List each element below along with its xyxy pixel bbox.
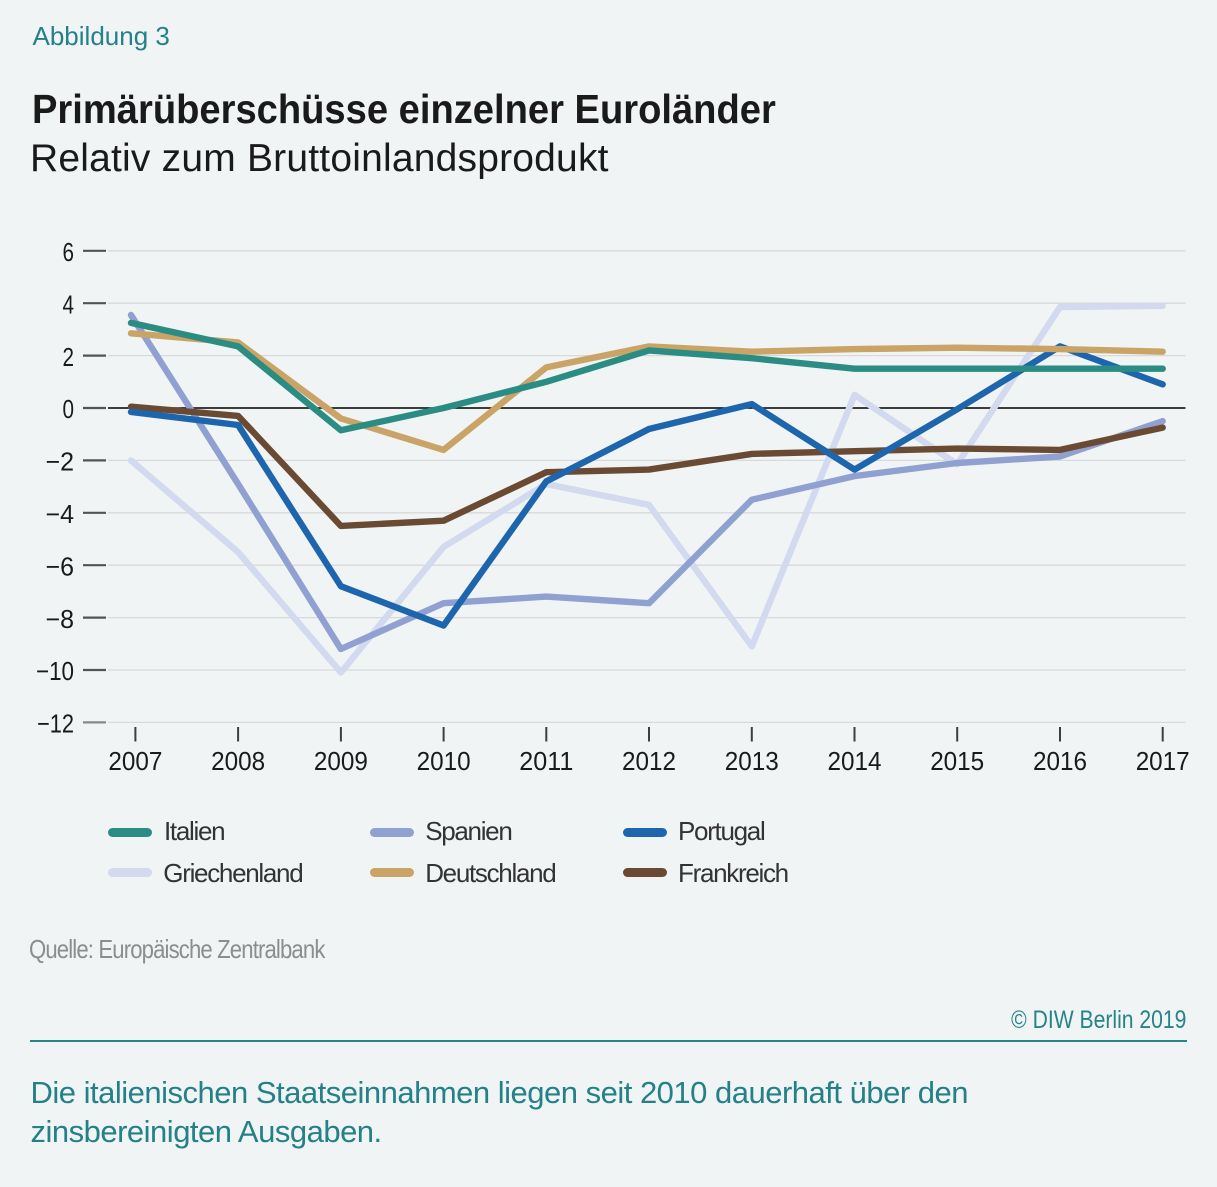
svg-text:−12: −12 (37, 709, 74, 739)
svg-text:2: 2 (63, 342, 75, 372)
svg-text:2017: 2017 (1136, 746, 1190, 776)
svg-text:2008: 2008 (211, 746, 265, 776)
svg-text:2007: 2007 (108, 746, 162, 776)
svg-text:2014: 2014 (828, 746, 882, 776)
svg-text:2013: 2013 (725, 746, 779, 776)
svg-text:6: 6 (63, 237, 75, 267)
svg-text:−2: −2 (46, 447, 75, 477)
svg-text:−6: −6 (46, 551, 75, 581)
svg-text:−4: −4 (46, 499, 75, 529)
svg-text:2010: 2010 (417, 746, 471, 776)
svg-text:2011: 2011 (519, 746, 573, 776)
svg-text:2016: 2016 (1033, 746, 1087, 776)
svg-text:4: 4 (63, 289, 75, 319)
svg-text:0: 0 (63, 394, 75, 424)
svg-text:−10: −10 (36, 656, 74, 686)
svg-text:2009: 2009 (314, 746, 368, 776)
svg-text:2015: 2015 (930, 746, 984, 776)
svg-text:−8: −8 (46, 604, 75, 634)
svg-text:2012: 2012 (622, 746, 676, 776)
